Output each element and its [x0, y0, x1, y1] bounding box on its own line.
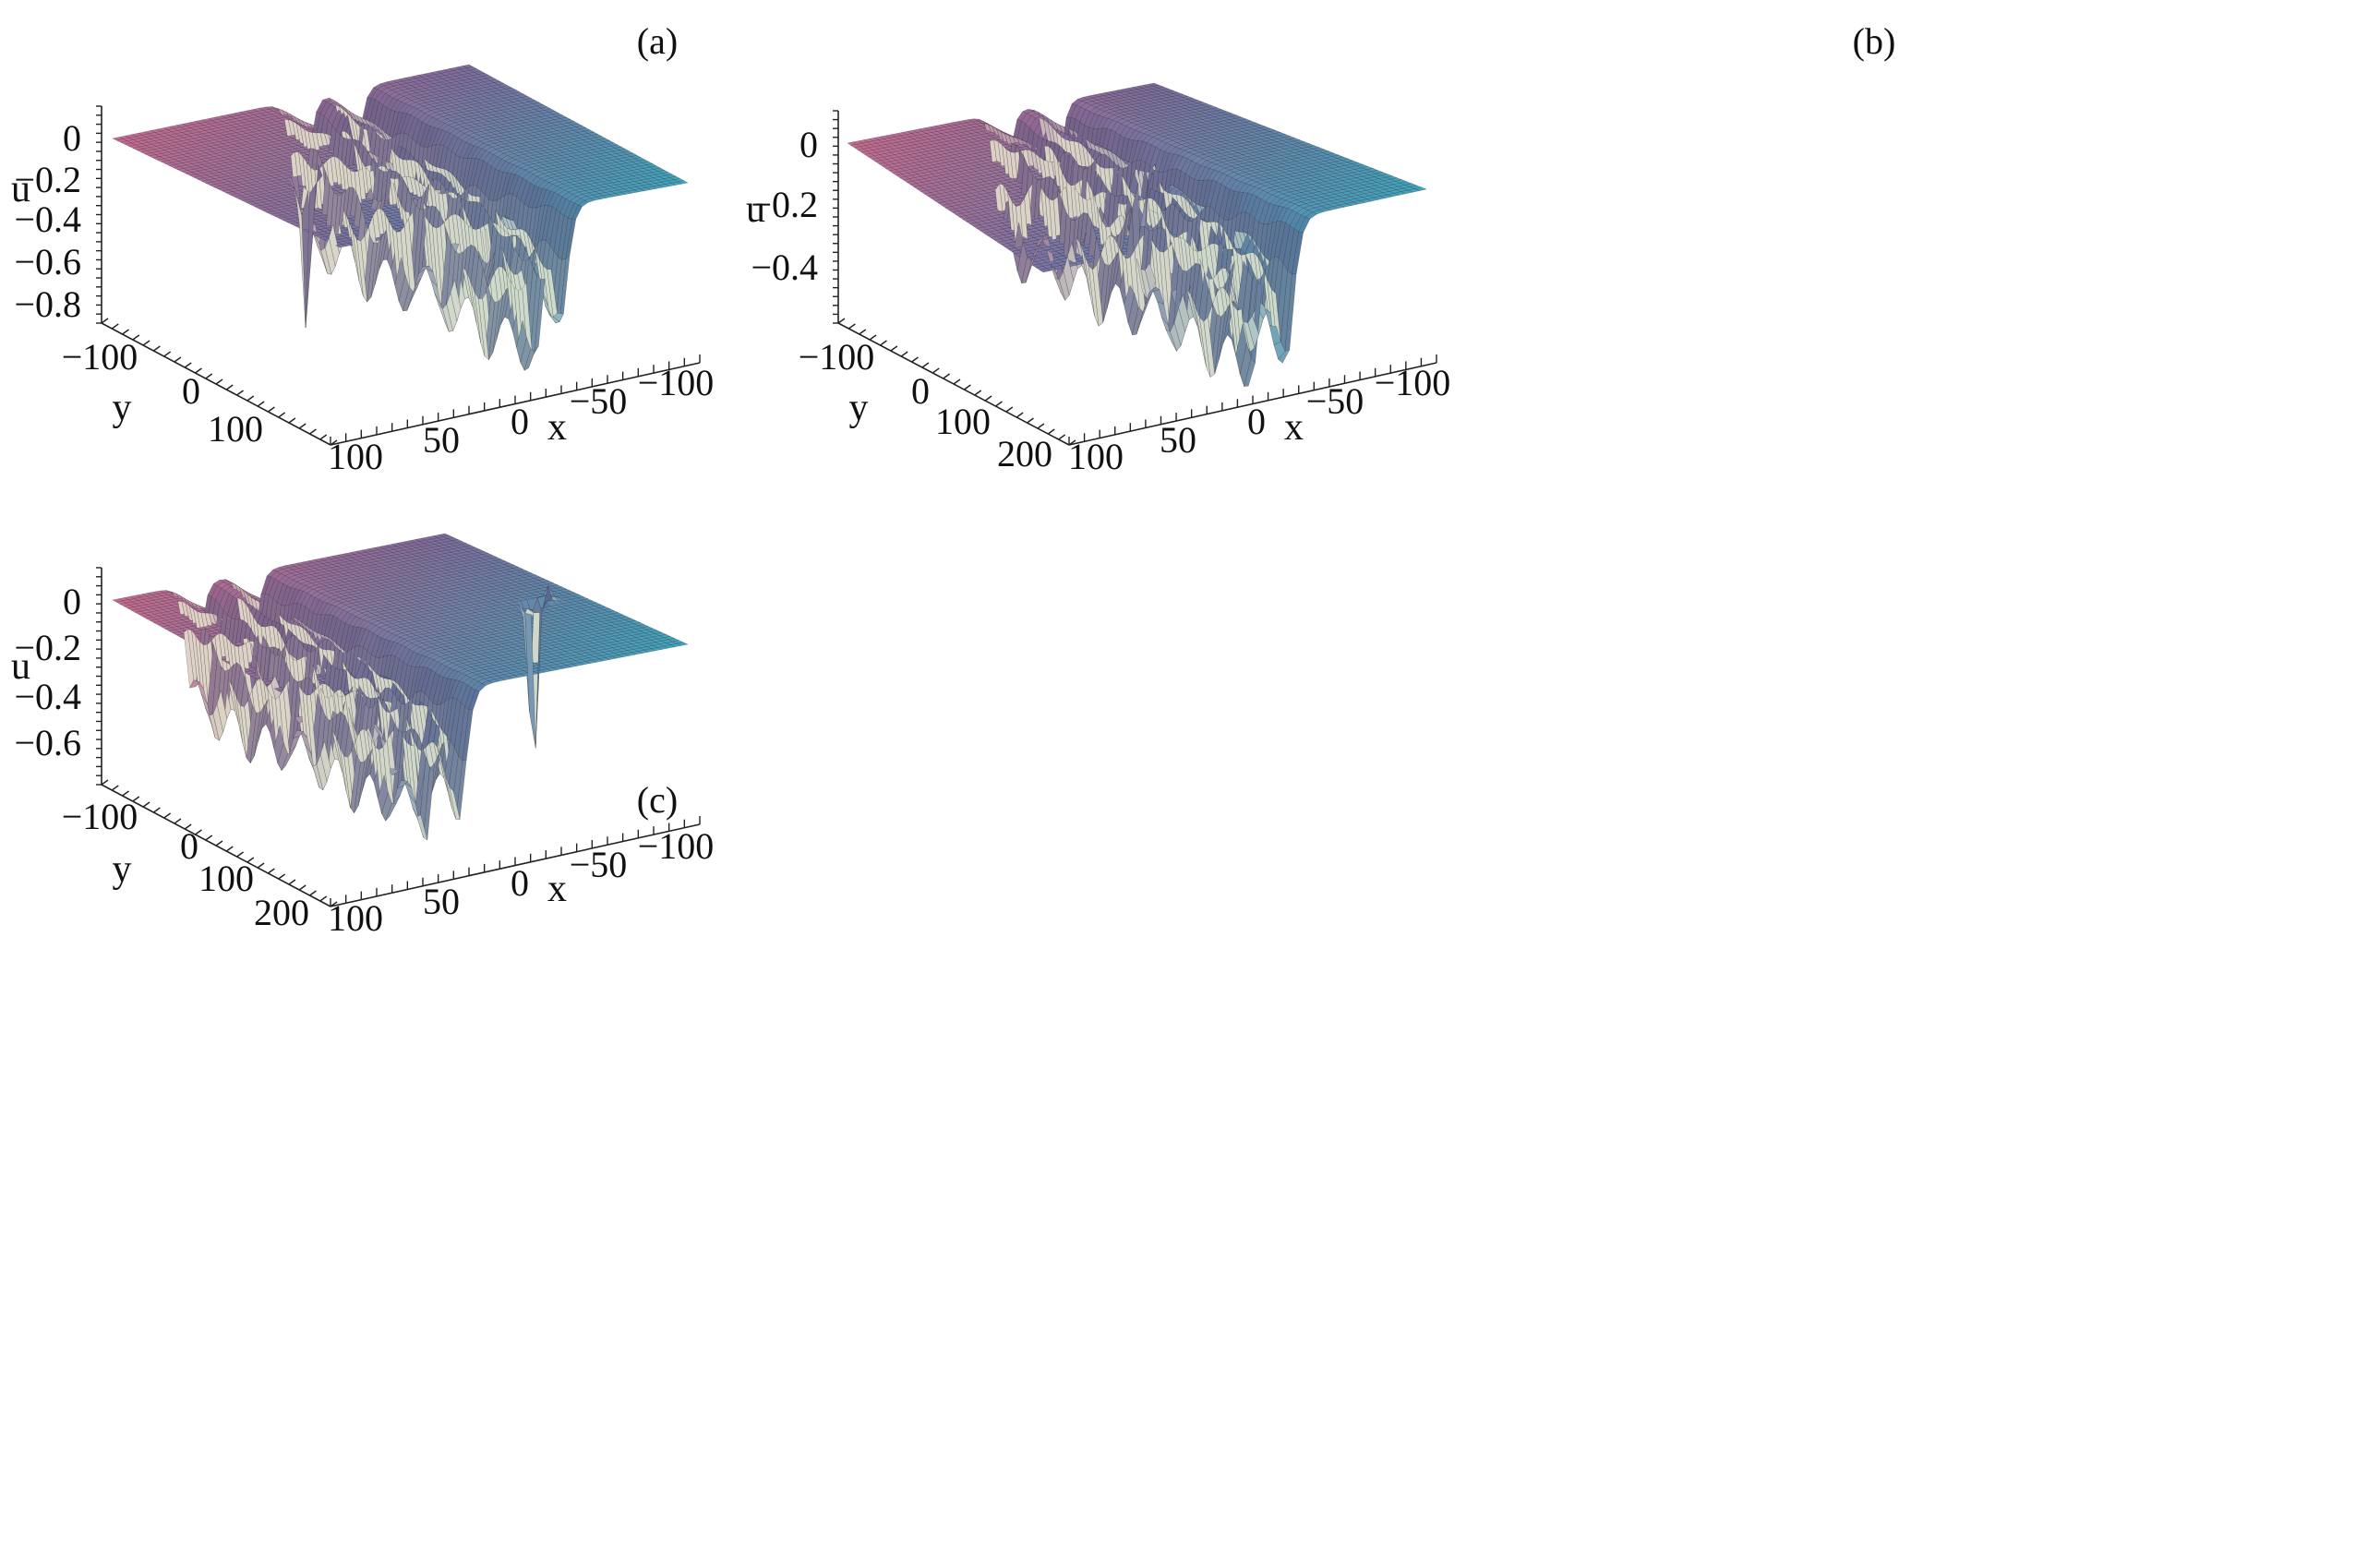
x-tick-label: −100	[638, 362, 715, 403]
x-axis-label: x	[547, 406, 567, 449]
y-tick-mark	[309, 428, 317, 435]
y-tick-label: 0	[182, 370, 200, 412]
x-tick-label: −50	[570, 380, 628, 422]
y-tick-mark	[236, 390, 244, 396]
y-tick-mark	[111, 323, 119, 330]
surface-mesh	[112, 64, 689, 371]
y-tick-mark	[205, 373, 213, 379]
y-tick-mark	[215, 378, 223, 385]
y-tick-mark	[278, 412, 286, 418]
y-tick-mark	[257, 401, 265, 407]
y-tick-mark	[163, 351, 172, 357]
y-tick-mark	[319, 434, 328, 440]
y-tick-mark	[288, 417, 296, 424]
x-tick-label: 100	[328, 436, 383, 477]
y-tick-mark	[152, 345, 161, 352]
y-tick-mark	[122, 329, 129, 335]
z-axis-label: u	[11, 168, 30, 210]
y-tick-mark	[184, 362, 192, 368]
panel-label-b: (b)	[1853, 20, 1896, 62]
surface-mesh	[847, 82, 1427, 388]
y-tick-mark	[267, 406, 275, 413]
y-tick-label: 100	[208, 408, 263, 450]
panel-label-a: (a)	[637, 20, 678, 62]
y-tick-label: −100	[62, 336, 138, 378]
surface-plot-a: 0−0.2−0.4−0.6−0.8u−100−50050100x−1000100…	[11, 64, 715, 477]
y-tick-mark	[246, 395, 255, 402]
y-tick-mark	[298, 423, 307, 429]
z-tick-label: −0.8	[14, 283, 81, 325]
z-tick-label: −0.6	[14, 241, 81, 282]
y-tick-mark	[142, 340, 150, 346]
y-tick-mark	[174, 356, 182, 363]
panel-label-c: (c)	[637, 779, 678, 821]
y-tick-mark	[225, 384, 234, 390]
y-tick-mark	[101, 318, 109, 324]
y-axis-label: y	[113, 387, 132, 429]
z-tick-label: 0	[63, 117, 81, 159]
x-tick-label: 0	[511, 401, 529, 442]
x-tick-label: 50	[423, 419, 460, 461]
